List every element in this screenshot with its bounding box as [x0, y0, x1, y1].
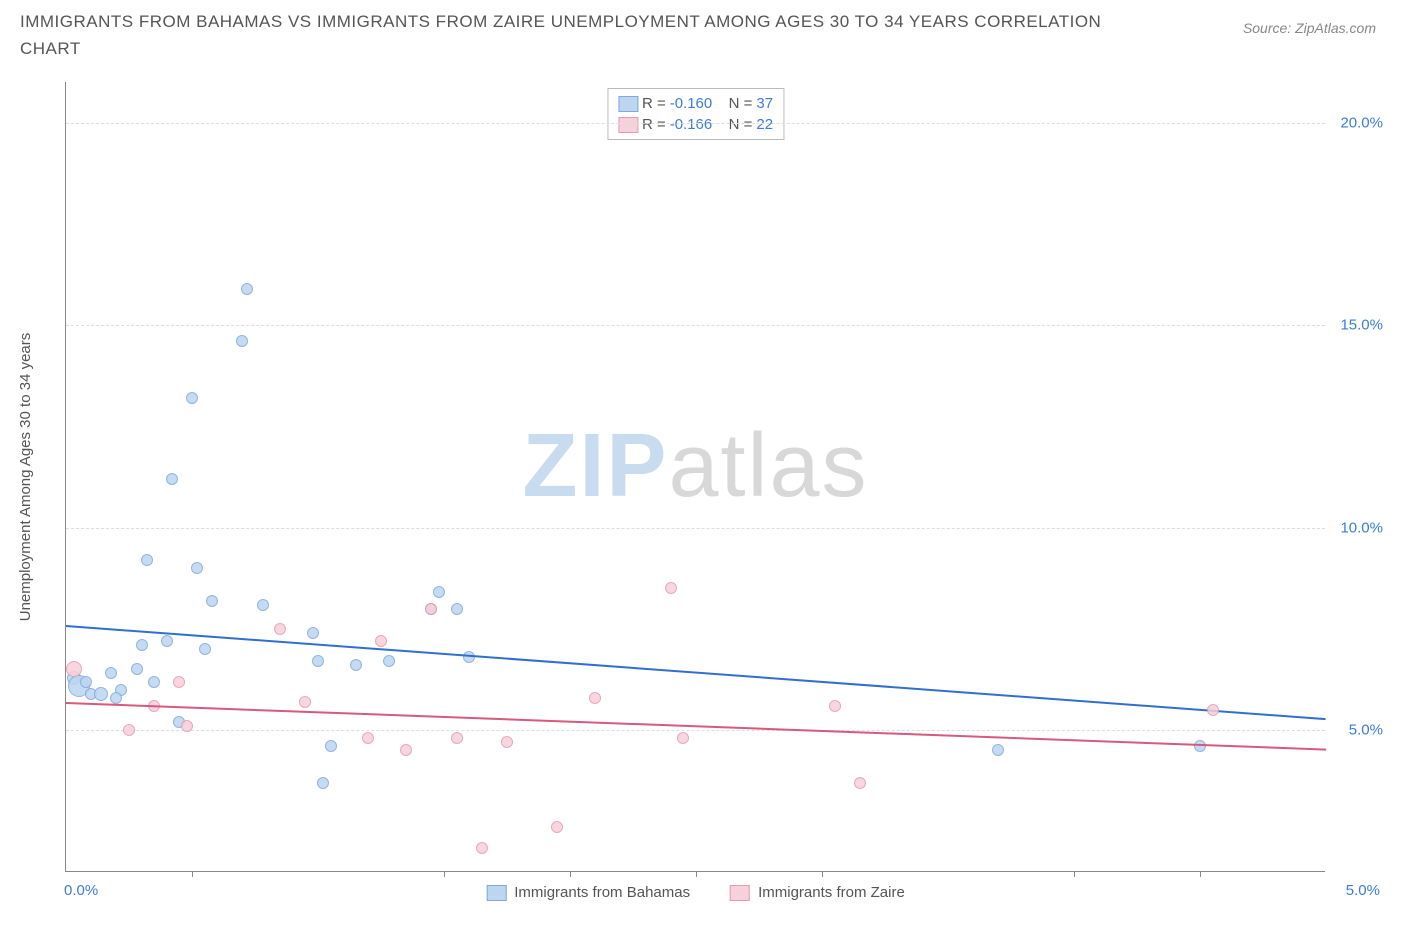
chart-title: IMMIGRANTS FROM BAHAMAS VS IMMIGRANTS FR… — [20, 8, 1120, 62]
watermark-zip: ZIP — [522, 416, 668, 516]
data-point — [589, 692, 601, 704]
gridline — [66, 528, 1325, 529]
data-point — [317, 777, 329, 789]
source-label: Source: ZipAtlas.com — [1243, 8, 1386, 36]
data-point — [312, 655, 324, 667]
data-point — [451, 732, 463, 744]
y-axis-title: Unemployment Among Ages 30 to 34 years — [17, 333, 34, 622]
data-point — [501, 736, 513, 748]
x-tick-mark — [1074, 871, 1075, 877]
data-point — [186, 392, 198, 404]
data-point — [425, 603, 437, 615]
stats-legend-row: R = -0.166 N = 22 — [618, 114, 773, 135]
r-label: R = — [642, 95, 666, 112]
data-point — [476, 842, 488, 854]
data-point — [854, 777, 866, 789]
data-point — [206, 595, 218, 607]
data-point — [141, 554, 153, 566]
r-value: -0.160 — [670, 95, 713, 112]
data-point — [299, 696, 311, 708]
data-point — [829, 700, 841, 712]
data-point — [1194, 740, 1206, 752]
data-point — [80, 676, 92, 688]
legend-swatch — [730, 885, 750, 901]
series-legend-item: Immigrants from Zaire — [730, 884, 905, 901]
data-point — [274, 623, 286, 635]
trend-line — [66, 625, 1326, 720]
y-tick-label: 5.0% — [1349, 722, 1383, 739]
x-tick-mark — [192, 871, 193, 877]
data-point — [131, 663, 143, 675]
x-tick-mark — [444, 871, 445, 877]
series-name: Immigrants from Zaire — [758, 884, 905, 901]
data-point — [123, 724, 135, 736]
gridline — [66, 123, 1325, 124]
x-tick-mark — [570, 871, 571, 877]
data-point — [383, 655, 395, 667]
gridline — [66, 325, 1325, 326]
chart-area: Unemployment Among Ages 30 to 34 years Z… — [55, 82, 1385, 872]
data-point — [136, 639, 148, 651]
series-legend: Immigrants from Bahamas Immigrants from Z… — [486, 884, 905, 901]
series-name: Immigrants from Bahamas — [514, 884, 690, 901]
data-point — [110, 692, 122, 704]
data-point — [433, 586, 445, 598]
x-tick-mark — [822, 871, 823, 877]
data-point — [362, 732, 374, 744]
data-point — [181, 720, 193, 732]
data-point — [677, 732, 689, 744]
watermark-atlas: atlas — [668, 416, 868, 516]
r-label: R = — [642, 116, 666, 133]
legend-swatch — [618, 96, 638, 112]
data-point — [191, 562, 203, 574]
data-point — [94, 687, 108, 701]
data-point — [166, 473, 178, 485]
data-point — [665, 582, 677, 594]
data-point — [257, 599, 269, 611]
data-point — [241, 283, 253, 295]
trend-line — [66, 702, 1326, 751]
y-tick-label: 10.0% — [1340, 519, 1383, 536]
data-point — [451, 603, 463, 615]
n-label: N = — [729, 116, 753, 133]
stats-legend-row: R = -0.160 N = 37 — [618, 93, 773, 114]
data-point — [307, 627, 319, 639]
y-tick-label: 20.0% — [1340, 114, 1383, 131]
data-point — [1207, 704, 1219, 716]
data-point — [161, 635, 173, 647]
data-point — [199, 643, 211, 655]
data-point — [375, 635, 387, 647]
x-tick-mark — [696, 871, 697, 877]
series-legend-item: Immigrants from Bahamas — [486, 884, 690, 901]
plot-region: ZIPatlas R = -0.160 N = 37 R = -0.166 N … — [65, 82, 1325, 872]
x-axis-min-label: 0.0% — [64, 882, 98, 899]
x-tick-mark — [1200, 871, 1201, 877]
stats-legend: R = -0.160 N = 37 R = -0.166 N = 22 — [607, 88, 784, 140]
r-value: -0.166 — [670, 116, 713, 133]
n-value: 37 — [756, 95, 773, 112]
data-point — [551, 821, 563, 833]
legend-swatch — [618, 117, 638, 133]
x-axis-max-label: 5.0% — [1346, 882, 1380, 899]
data-point — [463, 651, 475, 663]
data-point — [236, 335, 248, 347]
data-point — [148, 676, 160, 688]
n-label: N = — [729, 95, 753, 112]
data-point — [350, 659, 362, 671]
data-point — [66, 661, 82, 677]
data-point — [400, 744, 412, 756]
watermark: ZIPatlas — [522, 415, 868, 518]
data-point — [105, 667, 117, 679]
gridline — [66, 730, 1325, 731]
data-point — [992, 744, 1004, 756]
y-tick-label: 15.0% — [1340, 317, 1383, 334]
data-point — [325, 740, 337, 752]
data-point — [173, 676, 185, 688]
legend-swatch — [486, 885, 506, 901]
n-value: 22 — [756, 116, 773, 133]
